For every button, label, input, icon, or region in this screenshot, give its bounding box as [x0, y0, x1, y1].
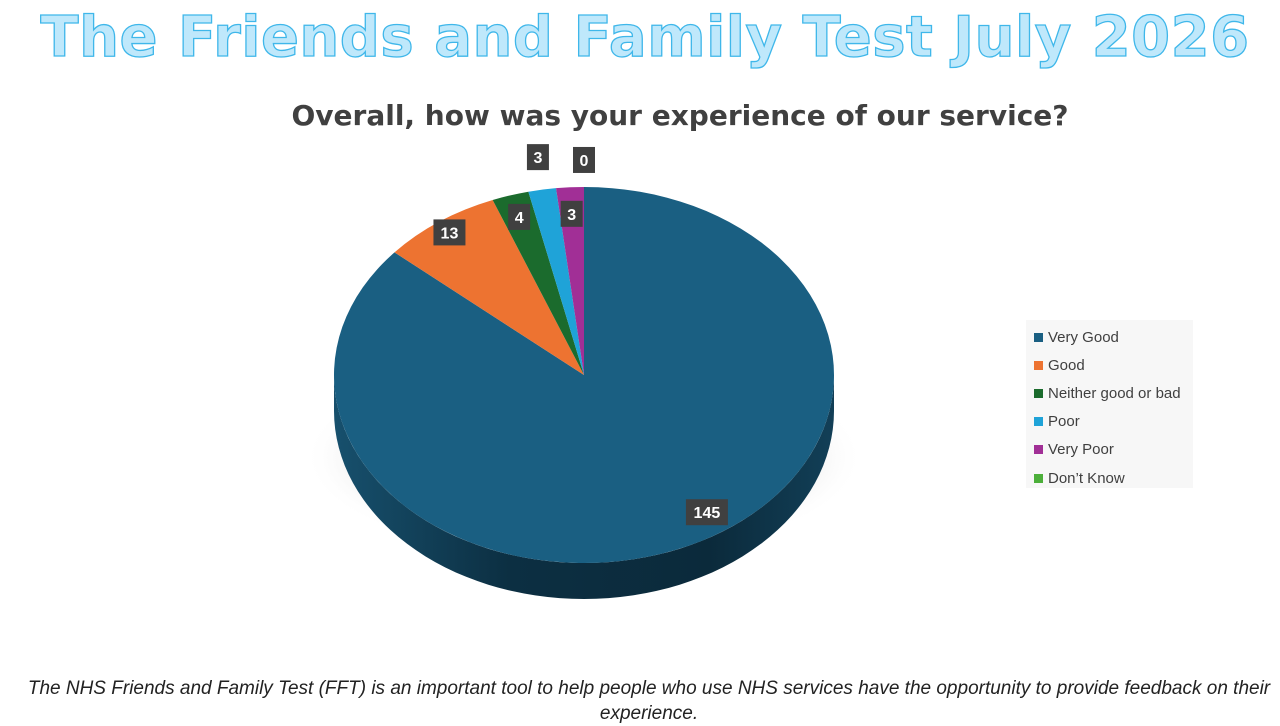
legend-item: Neither good or bad [1026, 379, 1193, 407]
legend-swatch [1034, 388, 1043, 398]
chart-title: Overall, how was your experience of our … [291, 99, 1069, 132]
data-label-text: 0 [580, 153, 589, 170]
data-label: 13 [433, 219, 466, 246]
legend-swatch [1034, 417, 1043, 427]
data-label: 3 [526, 144, 549, 171]
data-label-box [560, 200, 583, 227]
pie-slice [492, 191, 584, 375]
legend-label: Very Poor [1048, 441, 1114, 459]
data-label: 145 [685, 499, 728, 526]
legend-label: Poor [1048, 413, 1080, 431]
legend-item: Very Good [1026, 323, 1193, 351]
footer-note: The NHS Friends and Family Test (FFT) is… [27, 678, 1271, 724]
data-label: 0 [573, 146, 595, 173]
legend-swatch [1034, 360, 1043, 370]
legend-label: Good [1048, 356, 1085, 374]
legend-label: Neither good or bad [1048, 384, 1181, 402]
data-label: 4 [508, 203, 531, 230]
data-label-text: 4 [515, 210, 524, 227]
pie-side [334, 375, 834, 599]
legend-item: Good [1026, 351, 1193, 379]
data-label-box [685, 499, 728, 526]
data-label-box [526, 144, 549, 171]
pie-slice [556, 187, 584, 375]
legend-label: Very Good [1048, 328, 1119, 346]
data-label-text: 13 [441, 225, 459, 242]
legend-label: Don’t Know [1048, 469, 1125, 487]
legend-swatch [1034, 473, 1043, 483]
data-label-text: 145 [694, 505, 721, 522]
data-label: 3 [560, 200, 583, 227]
data-label-box [573, 146, 595, 173]
chart-legend: Very Good Good Neither good or bad Poor Very… [1026, 320, 1193, 488]
data-label-box [433, 219, 466, 246]
data-label-text: 3 [567, 207, 576, 224]
legend-item: Don’t Know [1026, 464, 1193, 492]
page-title: The Friends and Family Test July 2026 [40, 4, 1250, 70]
legend-swatch [1034, 332, 1043, 342]
legend-swatch [1034, 445, 1043, 455]
legend-item: Poor [1026, 408, 1193, 436]
pie-slice [528, 188, 584, 375]
data-label-text: 3 [533, 150, 542, 167]
data-label-box [508, 203, 531, 230]
legend-item: Very Poor [1026, 436, 1193, 464]
